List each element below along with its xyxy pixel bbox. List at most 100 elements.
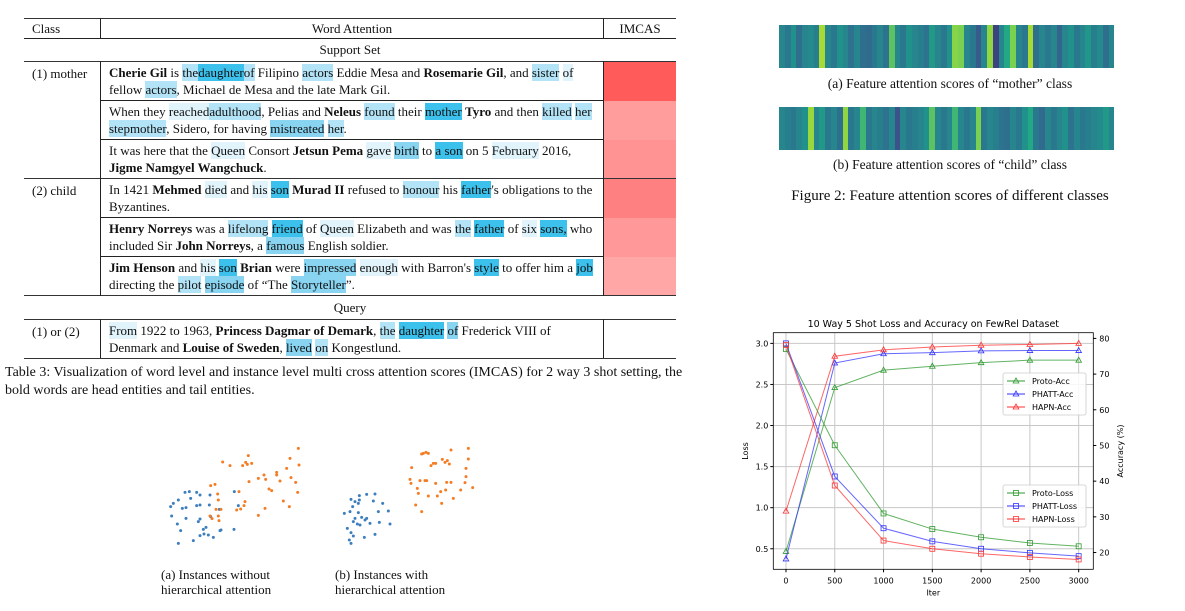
orange-point (287, 505, 291, 509)
orange-point (246, 454, 250, 458)
data-point-proto-loss (1075, 543, 1082, 550)
y-right-tick-label: 70 (1099, 370, 1109, 379)
heatmap-cell (923, 25, 930, 68)
attended-word: actors (145, 81, 177, 98)
blue-point (353, 500, 357, 504)
blue-point (373, 492, 377, 496)
entity-word: Jetsun Pema (292, 143, 364, 158)
entity-word: Henry Norreys (109, 221, 193, 236)
attended-word: a son (435, 142, 463, 159)
attended-word: the (455, 220, 471, 237)
heatmap-cell (1085, 107, 1092, 150)
orange-point (247, 480, 251, 484)
heatmap-cell (911, 107, 918, 150)
heatmap-cell (779, 107, 785, 150)
heatmap-cell (854, 107, 860, 150)
attended-word: his (252, 181, 268, 198)
data-point-proto-acc (782, 547, 790, 554)
heatmap-cell (998, 107, 1005, 150)
heatmap-cell (1056, 25, 1063, 68)
heatmap-cell (842, 25, 849, 68)
orange-point (213, 482, 217, 486)
blue-point (176, 498, 180, 502)
orange-point (250, 461, 254, 465)
word: , Pelias and (261, 104, 325, 119)
blue-point (195, 490, 199, 494)
orange-point (296, 490, 300, 494)
orange-point (243, 500, 247, 504)
orange-point (264, 477, 268, 481)
attended-word: honour (402, 181, 440, 198)
attended-word: the (379, 322, 396, 339)
entity-word: Rosemarie Gil (423, 65, 504, 80)
attended-word: From (109, 322, 138, 339)
word-attention-cell: From 1922 to 1963, Princess Dagmar of De… (100, 319, 604, 359)
blue-point (171, 501, 175, 505)
attended-word: gave (366, 142, 391, 159)
y-tick-label: 2.5 (756, 380, 769, 389)
class-cell: (1) or (2) (24, 319, 101, 359)
orange-point (449, 448, 453, 452)
attended-word: son (218, 259, 237, 276)
data-point-proto-loss (929, 526, 936, 532)
attended-word: sons, (540, 220, 567, 237)
heatmap-cell (1062, 25, 1069, 68)
support-row: When they reachedadulthood, Pelias and N… (24, 100, 676, 140)
word: Kongestlund. (328, 340, 402, 355)
blue-point (198, 493, 202, 497)
heatmap-cell (877, 25, 884, 68)
orange-point (451, 496, 455, 500)
blue-point (348, 510, 352, 514)
orange-point (466, 457, 470, 461)
attended-word: February (491, 142, 539, 159)
blue-point (175, 522, 179, 526)
heatmap-cell (969, 107, 976, 150)
heatmap-cell (831, 25, 837, 68)
orange-point (443, 460, 447, 464)
orange-point (434, 481, 438, 485)
blue-point (202, 532, 206, 536)
heatmap-cell (1016, 107, 1022, 150)
word: refused to (344, 182, 403, 197)
imcas-score-cell (603, 256, 676, 296)
y-right-tick-label: 60 (1099, 406, 1109, 415)
blue-point (371, 499, 375, 503)
heatmap-cell (865, 25, 872, 68)
orange-point (426, 494, 430, 498)
heatmap-cell (883, 25, 889, 68)
heatmap-cell (790, 107, 797, 150)
heatmap-cell (935, 107, 941, 150)
heatmap-cell (1004, 107, 1011, 150)
heatmap-cell (1027, 107, 1034, 150)
orange-point (420, 452, 424, 456)
blue-point (187, 490, 191, 494)
orange-point (464, 475, 468, 479)
query-rows: (1) or (2) From 1922 to 1963, Princess Da… (24, 319, 676, 359)
heatmap-cell (1091, 25, 1097, 68)
data-point-hapn-loss (831, 482, 838, 489)
word: 's obligations to the Byzantines. (109, 182, 593, 214)
orange-point (285, 466, 289, 470)
data-point-hapn-loss (1026, 554, 1033, 560)
heatmap-cell (1091, 107, 1097, 150)
heatmap-cell (1073, 25, 1080, 68)
x-tick-label: 1000 (873, 576, 893, 585)
class-cell: (2) child (24, 178, 101, 218)
blue-point (191, 539, 195, 543)
header-imcas: IMCAS (603, 18, 676, 39)
x-tick-label: 2500 (1020, 576, 1040, 585)
blue-point (357, 498, 361, 502)
support-rows: (1) mother Cherie Gil is thedaughterof Fi… (24, 61, 676, 296)
legend-marker (1012, 390, 1020, 397)
heatmap-cell (894, 25, 901, 68)
attended-word: died (204, 181, 228, 198)
blue-point (232, 527, 236, 531)
x-tick-label: 500 (827, 576, 842, 585)
table-caption: Table 3: Visualization of word level and… (5, 365, 683, 398)
heatmap-cell (958, 107, 964, 150)
attended-word: of (562, 64, 574, 81)
data-point-phatt-loss (929, 538, 936, 545)
data-point-hapn-acc (831, 352, 839, 359)
data-point-phatt-acc (880, 349, 888, 357)
attended-word: pilot (177, 276, 202, 293)
